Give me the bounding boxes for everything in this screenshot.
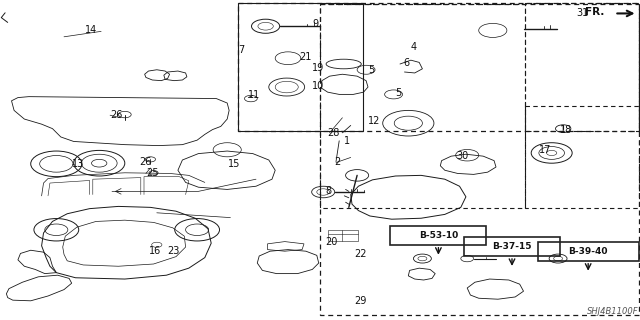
Text: 19: 19 bbox=[312, 63, 324, 73]
Text: SHJ4B1100F: SHJ4B1100F bbox=[586, 308, 638, 316]
Text: 10: 10 bbox=[312, 81, 324, 91]
Text: 6: 6 bbox=[403, 58, 410, 68]
Text: 18: 18 bbox=[560, 124, 572, 135]
Text: 9: 9 bbox=[312, 19, 319, 29]
Text: 26: 26 bbox=[140, 156, 152, 167]
Text: 29: 29 bbox=[354, 296, 367, 306]
Text: B-37-15: B-37-15 bbox=[492, 242, 532, 251]
Text: 5: 5 bbox=[368, 65, 374, 75]
Text: FR.: FR. bbox=[586, 7, 605, 17]
Text: 22: 22 bbox=[355, 249, 367, 260]
Text: 7: 7 bbox=[238, 44, 244, 55]
Text: 17: 17 bbox=[539, 145, 551, 156]
Text: 20: 20 bbox=[325, 236, 337, 247]
Text: 21: 21 bbox=[300, 52, 312, 62]
Text: 23: 23 bbox=[168, 246, 180, 256]
Text: B-53-10: B-53-10 bbox=[419, 231, 458, 240]
Text: 1: 1 bbox=[344, 136, 351, 146]
Text: 13: 13 bbox=[72, 159, 84, 169]
Text: 11: 11 bbox=[248, 90, 260, 100]
Text: 4: 4 bbox=[411, 42, 417, 52]
Text: 16: 16 bbox=[148, 246, 161, 256]
Text: 31: 31 bbox=[576, 8, 588, 19]
Text: 28: 28 bbox=[328, 128, 340, 138]
Text: 25: 25 bbox=[146, 168, 159, 179]
Text: 30: 30 bbox=[456, 151, 468, 161]
Text: B-39-40: B-39-40 bbox=[568, 247, 608, 256]
Text: 26: 26 bbox=[110, 110, 122, 120]
Text: 2: 2 bbox=[334, 156, 340, 167]
Text: 12: 12 bbox=[368, 116, 380, 126]
Text: 5: 5 bbox=[396, 88, 402, 99]
Text: 14: 14 bbox=[85, 25, 97, 36]
Text: 15: 15 bbox=[228, 159, 240, 169]
Text: 8: 8 bbox=[325, 186, 332, 196]
